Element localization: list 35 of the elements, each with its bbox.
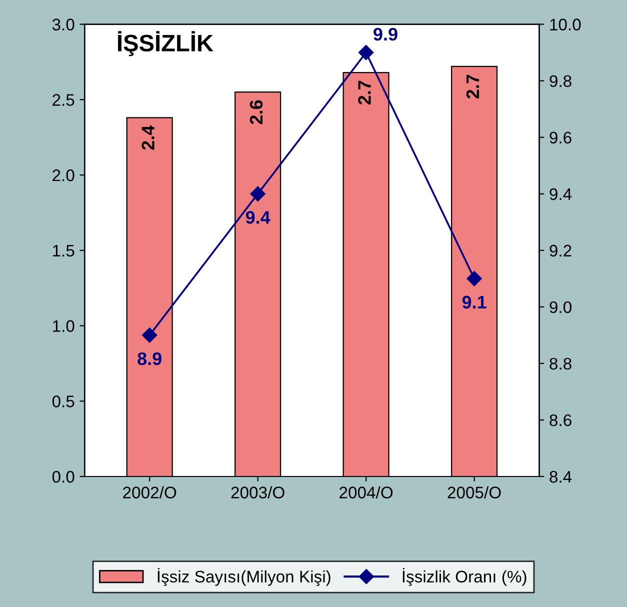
- y2-tick-label: 10.0: [550, 18, 581, 30]
- x-tick-label: 2002/O: [123, 486, 176, 498]
- data-label: 9.4: [246, 211, 270, 224]
- data-label: 9.1: [462, 296, 486, 309]
- point: [142, 328, 158, 343]
- x-tick-label: 2004/O: [340, 486, 393, 498]
- y2-tick-label: 8.8: [550, 358, 572, 370]
- legend-label: İşsizlik Oranı (%): [402, 568, 526, 586]
- y-tick-label: 1.0: [53, 320, 74, 332]
- y-tick-label: 2.0: [52, 169, 74, 182]
- data-label: 2.4: [142, 125, 154, 150]
- point: [358, 44, 374, 60]
- x-tick-label: 2005/O: [448, 486, 501, 498]
- x-tick-label: 2003/O: [231, 486, 284, 498]
- chart-title: İŞSİZLİK: [118, 31, 214, 56]
- data-label: 2.7: [466, 74, 479, 98]
- y-tick-label: 0.0: [52, 470, 74, 483]
- data-label: 2.6: [250, 100, 263, 124]
- y-tick-label: 0.5: [52, 396, 74, 408]
- data-label: 2.7: [358, 80, 371, 105]
- y2-tick-label: 9.2: [550, 244, 572, 257]
- legend-label: İşsiz Sayısı(Milyon Kişi): [158, 568, 330, 586]
- point: [250, 186, 266, 202]
- y2-tick-label: 9.8: [550, 75, 572, 88]
- data-label: 9.9: [374, 28, 398, 41]
- data-label: 8.9: [138, 352, 162, 366]
- y-tick-label: 3.0: [52, 18, 74, 30]
- y2-tick-label: 9.6: [550, 132, 572, 144]
- y2-tick-label: 8.4: [550, 470, 572, 483]
- y2-tick-label: 8.6: [550, 414, 572, 426]
- y2-tick-label: 9.4: [550, 188, 572, 200]
- point: [466, 271, 482, 286]
- y-tick-label: 2.5: [52, 94, 74, 106]
- y2-tick-label: 9.0: [550, 301, 572, 314]
- y-tick-label: 1.5: [53, 244, 74, 257]
